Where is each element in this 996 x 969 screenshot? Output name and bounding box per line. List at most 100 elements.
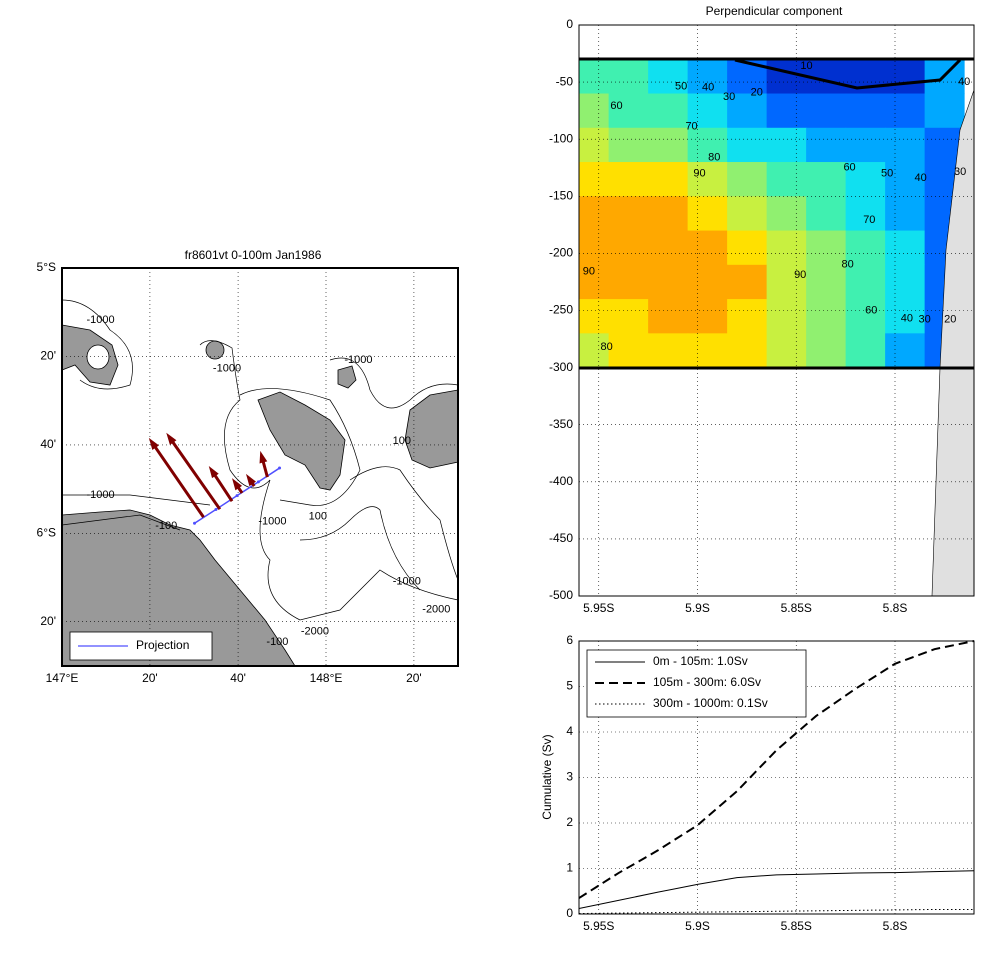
contour-cell bbox=[845, 230, 886, 266]
contour-cell bbox=[579, 196, 610, 232]
y-tick-label: -200 bbox=[549, 246, 573, 260]
lake bbox=[86, 344, 110, 370]
contour-cell bbox=[608, 196, 649, 232]
contour-cell bbox=[766, 333, 807, 369]
contour-label: 40 bbox=[901, 312, 913, 324]
chart-title: Perpendicular component bbox=[706, 4, 843, 18]
x-tick-label: 20' bbox=[406, 671, 422, 685]
y-tick-label: 6°S bbox=[37, 526, 56, 540]
contour-cell bbox=[648, 196, 689, 232]
contour-label: -1000 bbox=[258, 515, 286, 527]
contour-label: 80 bbox=[708, 151, 720, 163]
contour-cell bbox=[648, 264, 689, 300]
contour-cell bbox=[608, 299, 649, 334]
contour-cell bbox=[687, 264, 728, 300]
series-line bbox=[578, 640, 975, 899]
contour-cell bbox=[648, 333, 689, 369]
y-tick-label: -250 bbox=[549, 303, 573, 317]
contour-cell bbox=[608, 333, 649, 369]
contour-label: 50 bbox=[881, 167, 893, 179]
contour-cell bbox=[648, 127, 689, 163]
projection-point bbox=[256, 480, 260, 484]
contour-cell bbox=[766, 93, 807, 129]
contour-cell bbox=[648, 299, 689, 334]
contour-label: 10 bbox=[800, 60, 812, 72]
contour-cell bbox=[885, 127, 926, 163]
y-tick-label: 20' bbox=[40, 614, 56, 628]
contour-cell bbox=[806, 333, 847, 369]
contour-cell bbox=[766, 299, 807, 334]
contour-label: -1000 bbox=[213, 362, 241, 374]
contour-line bbox=[329, 357, 459, 409]
y-tick-label: -150 bbox=[549, 188, 573, 202]
contour-label: 20 bbox=[751, 86, 763, 98]
contour-cell bbox=[727, 127, 768, 163]
velocity-arrow bbox=[246, 473, 257, 487]
contour-cell bbox=[687, 299, 728, 334]
contour-cell bbox=[648, 230, 689, 266]
contour-label: 70 bbox=[863, 214, 875, 226]
y-axis-label: Cumulative (Sv) bbox=[540, 734, 554, 819]
contour-line bbox=[199, 340, 271, 489]
contour-label: -1000 bbox=[344, 354, 372, 366]
contour-cell bbox=[727, 299, 768, 334]
contour-cell bbox=[766, 196, 807, 232]
contour-cell bbox=[687, 127, 728, 163]
contour-line bbox=[239, 388, 361, 506]
contour-label: 100 bbox=[393, 435, 411, 447]
velocity-arrow bbox=[208, 465, 234, 503]
contour-cell bbox=[608, 230, 649, 266]
contour-line bbox=[61, 494, 211, 531]
y-tick-label: 0 bbox=[566, 17, 573, 31]
contour-cell bbox=[806, 196, 847, 232]
land bbox=[404, 389, 459, 469]
contour-cell bbox=[608, 127, 649, 163]
legend-label: Projection bbox=[136, 638, 189, 652]
contour-cell bbox=[687, 230, 728, 266]
contour-cell bbox=[806, 93, 847, 129]
contour-line bbox=[259, 479, 459, 621]
contour-cell bbox=[806, 230, 847, 266]
contour-cell bbox=[608, 264, 649, 300]
y-tick-label: -50 bbox=[556, 74, 574, 88]
contour-field bbox=[579, 59, 965, 369]
y-tick-label: -100 bbox=[549, 131, 573, 145]
contour-cell bbox=[885, 162, 926, 197]
contour-cell bbox=[845, 333, 886, 369]
y-tick-label: 1 bbox=[566, 861, 573, 875]
series-line bbox=[578, 870, 975, 910]
contour-cell bbox=[885, 59, 926, 95]
contour-cell bbox=[727, 264, 768, 300]
contour-cell bbox=[648, 59, 689, 95]
contour-cell bbox=[579, 333, 610, 369]
y-tick-label: 6 bbox=[566, 633, 573, 647]
x-tick-label: 5.8S bbox=[883, 919, 908, 933]
contour-cell bbox=[608, 93, 649, 129]
contour-cell bbox=[687, 196, 728, 232]
contour-cell bbox=[845, 162, 886, 197]
contour-cell bbox=[924, 93, 965, 129]
y-tick-label: 0 bbox=[566, 906, 573, 920]
x-tick-label: 148°E bbox=[310, 671, 343, 685]
projection-point bbox=[193, 521, 197, 525]
contour-cell bbox=[727, 333, 768, 369]
x-tick-label: 5.85S bbox=[781, 919, 812, 933]
contour-cell bbox=[845, 93, 886, 129]
contour-cell bbox=[885, 93, 926, 129]
map-layout bbox=[61, 299, 459, 667]
contour-label: 90 bbox=[794, 269, 806, 281]
contour-cell bbox=[806, 299, 847, 334]
chart-title: fr8601vt 0-100m Jan1986 bbox=[185, 248, 322, 262]
velocity-arrow bbox=[166, 432, 222, 511]
contour-label: 80 bbox=[841, 259, 853, 271]
y-tick-label: 4 bbox=[566, 724, 573, 738]
contour-cell bbox=[885, 333, 926, 369]
contour-cell bbox=[687, 93, 728, 129]
contour-cell bbox=[687, 162, 728, 197]
x-tick-label: 5.9S bbox=[685, 601, 710, 615]
contour-cell bbox=[845, 127, 886, 163]
velocity-arrow bbox=[259, 450, 269, 478]
contour-cell bbox=[766, 127, 807, 163]
y-tick-label: -450 bbox=[549, 531, 573, 545]
velocity-arrow bbox=[232, 478, 244, 494]
